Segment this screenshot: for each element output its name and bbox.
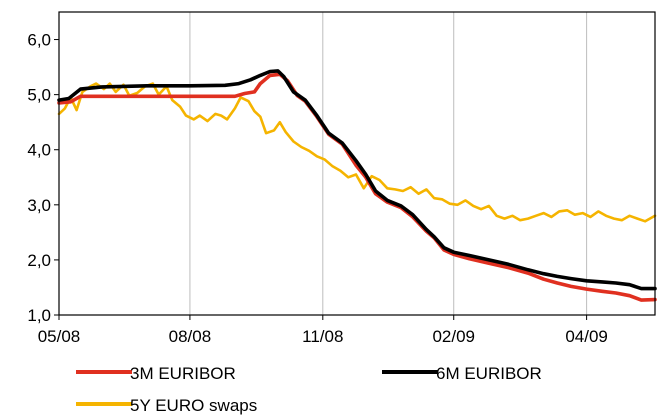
y-tick-label: 3,0	[27, 196, 51, 215]
legend: 3M EURIBOR 6M EURIBOR 5Y EURO swaps	[76, 364, 542, 415]
x-tick-label: 08/08	[169, 327, 212, 346]
y-tick-label: 4,0	[27, 141, 51, 160]
series-line-5y-euro-swaps	[57, 82, 657, 223]
plot-area-frame	[58, 11, 656, 316]
series-lines	[57, 69, 657, 302]
x-tick-label: 04/09	[565, 327, 608, 346]
y-tick-label: 5,0	[27, 86, 51, 105]
legend-label-6m-euribor: 6M EURIBOR	[436, 364, 542, 383]
vertical-grid	[189, 12, 588, 315]
y-axis-ticks: 1,0 2,0 3,0 4,0 5,0 6,0	[27, 31, 59, 325]
x-tick-label: 11/08	[302, 327, 343, 346]
axes	[58, 11, 656, 316]
y-tick-label: 1,0	[27, 306, 51, 325]
series-line-6m-euribor	[57, 69, 657, 291]
legend-label-3m-euribor: 3M EURIBOR	[130, 364, 236, 383]
y-tick-label: 6,0	[27, 31, 51, 50]
y-tick-label: 2,0	[27, 251, 51, 270]
series-line-3m-euribor	[57, 72, 657, 302]
x-tick-label: 02/09	[432, 327, 475, 346]
x-tick-label: 05/08	[38, 327, 81, 346]
x-axis-ticks: 05/08 08/08 11/08 02/09 04/09	[38, 315, 608, 346]
legend-label-5y-euro-swaps: 5Y EURO swaps	[130, 396, 257, 415]
